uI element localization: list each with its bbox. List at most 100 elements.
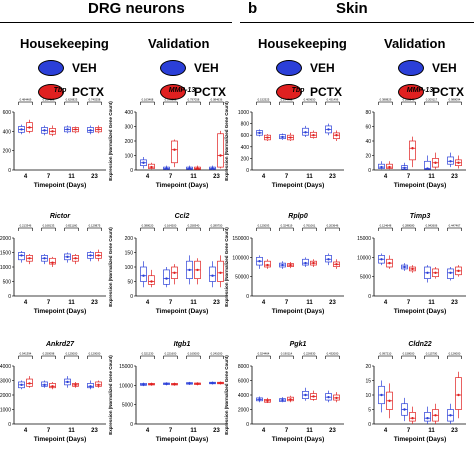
data-point-veh [89, 129, 92, 132]
data-point-pctx [266, 136, 269, 139]
data-point-veh [304, 131, 307, 134]
x-tick-label: 7 [47, 174, 51, 180]
pvalue-label: 0.988094 [449, 98, 461, 102]
data-point-veh [20, 128, 23, 131]
y-tick-label: 0 [130, 168, 133, 174]
y-tick-label: 3000 [0, 379, 11, 385]
y-tick-label: 0 [246, 422, 249, 428]
data-point-veh [188, 268, 191, 272]
pvalue-label: 0.289750 [211, 224, 223, 228]
y-tick-label: 10 [365, 393, 371, 399]
y-tick-label: 200 [125, 236, 134, 242]
data-point-veh [380, 165, 383, 169]
data-point-pctx [74, 128, 77, 131]
x-tick-label: 11 [306, 174, 313, 180]
chart-title: Ankrd27 [45, 341, 75, 348]
x-tick-label: 7 [285, 428, 289, 434]
data-point-pctx [312, 134, 315, 137]
data-point-pctx [312, 261, 315, 265]
pvalue-label: 0.797058 [188, 98, 200, 102]
y-tick-label: 40 [365, 139, 371, 145]
data-point-pctx [219, 154, 222, 157]
pvalue-label: 0.158000 [403, 352, 415, 356]
data-point-pctx [97, 254, 100, 257]
data-point-veh [403, 408, 406, 411]
pvalue-label: 0.124648 [380, 224, 392, 228]
x-tick-label: 7 [407, 428, 411, 434]
y-tick-label: 20 [365, 364, 371, 370]
data-point-pctx [173, 271, 176, 274]
x-tick-label: 4 [146, 174, 150, 180]
pvalue-label: 0.152525 [258, 98, 270, 102]
veh-legend-marker [160, 60, 186, 76]
y-tick-label: 1000 [0, 265, 11, 271]
chart-title: Timp3 [410, 213, 431, 220]
y-tick-label: 15000 [119, 364, 133, 370]
pvalue-label: 0.324919 [281, 224, 293, 228]
data-point-pctx [150, 280, 153, 283]
x-tick-label: 4 [262, 174, 266, 180]
y-tick-label: 0 [246, 168, 249, 174]
legend-a-housekeeping: VEH PCTX [38, 58, 104, 102]
pvalue-label: 0.740258 [89, 98, 101, 102]
box-pctx [409, 412, 416, 422]
data-point-pctx [173, 148, 176, 151]
data-point-pctx [335, 396, 338, 400]
legend-veh-label: VEH [194, 61, 219, 75]
data-point-pctx [388, 261, 391, 265]
y-tick-label: 80 [365, 110, 371, 116]
x-tick-label: 4 [146, 300, 150, 306]
x-tick-label: 4 [384, 428, 388, 434]
x-tick-label: 11 [428, 174, 435, 180]
y-axis-label: Expression (Normalized Gene Count) [224, 101, 229, 181]
x-tick-label: 4 [384, 174, 388, 180]
data-point-pctx [434, 414, 437, 417]
data-point-pctx [411, 147, 414, 150]
data-point-veh [304, 393, 307, 397]
y-tick-label: 400 [3, 129, 12, 135]
data-point-pctx [219, 381, 222, 385]
y-tick-label: 5 [368, 408, 371, 414]
data-point-veh [281, 398, 284, 402]
y-tick-label: 1000 [0, 408, 11, 414]
y-tick-label: 2000 [238, 408, 249, 414]
panel-b-title: Skin [336, 0, 368, 17]
y-axis-label: Expression (Normalized Gene Count) [108, 101, 113, 181]
data-point-pctx [74, 383, 77, 387]
chart-title: Cldn22 [408, 341, 431, 348]
y-tick-label: 100 [125, 265, 134, 271]
pvalue-label: 0.226930 [304, 352, 316, 356]
chart-title: Pgk1 [290, 341, 307, 348]
legend-pctx-label: PCTX [432, 85, 465, 99]
data-point-pctx [335, 134, 338, 137]
data-point-pctx [289, 136, 292, 139]
col-head-validation-a: Validation [148, 36, 210, 51]
pvalue-label: 0.761061 [304, 224, 316, 228]
data-point-veh [142, 274, 145, 277]
box-veh [209, 266, 216, 282]
data-point-veh [43, 257, 46, 260]
box-pctx [455, 377, 462, 410]
data-point-veh [403, 166, 406, 170]
legend-veh-label: VEH [432, 61, 457, 75]
legend-veh-label: VEH [310, 61, 335, 75]
x-tick-label: 11 [306, 300, 313, 306]
pvalue-label: 0.431496 [327, 98, 339, 102]
x-tick-label: 4 [384, 300, 388, 306]
y-tick-label: 500 [3, 280, 12, 286]
x-axis-label: Timepoint (Days) [156, 308, 209, 315]
x-tick-label: 11 [190, 174, 197, 180]
legend-veh-label: VEH [72, 61, 97, 75]
x-tick-label: 4 [24, 428, 28, 434]
chart-title: Itgb1 [174, 341, 191, 348]
x-tick-label: 11 [306, 428, 313, 434]
y-tick-label: 0 [8, 294, 11, 300]
data-point-pctx [266, 399, 269, 402]
x-axis-label: Timepoint (Days) [156, 436, 209, 443]
data-point-veh [258, 131, 261, 135]
pvalue-label: 0.125093 [258, 224, 270, 228]
pctx-legend-marker [398, 84, 424, 100]
x-tick-label: 23 [91, 174, 98, 180]
y-tick-label: 600 [3, 110, 12, 116]
pvalue-label: 0.388829 [380, 98, 392, 102]
